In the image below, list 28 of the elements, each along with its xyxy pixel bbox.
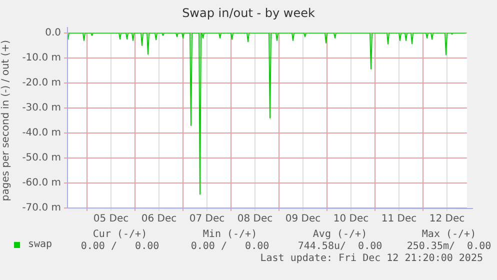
text: Min (-/+) bbox=[202, 229, 258, 240]
x-tick-label: 08 Dec bbox=[237, 214, 273, 225]
y-tick-label: -70.0 m bbox=[22, 202, 61, 214]
y-tick-label: -50.0 m bbox=[22, 152, 61, 164]
x-tick-label: 12 Dec bbox=[429, 214, 465, 225]
x-tick-label: 09 Dec bbox=[285, 214, 321, 225]
y-tick-label: 0.0 bbox=[45, 28, 61, 39]
text: Max (-/+) bbox=[422, 229, 476, 240]
text: 744.58u/ 0.00 bbox=[298, 241, 382, 252]
y-tick-label: -40.0 m bbox=[22, 128, 61, 139]
x-tick-label: 11 Dec bbox=[381, 214, 417, 225]
text: Cur (-/+) bbox=[92, 229, 148, 240]
x-tick-label: 05 Dec bbox=[93, 214, 129, 225]
y-tick-label: -10.0 m bbox=[22, 52, 61, 64]
text: 0.00 / 0.00 bbox=[80, 241, 160, 252]
x-tick-label: 10 Dec bbox=[333, 214, 369, 225]
x-tick-label: 06 Dec bbox=[141, 214, 177, 225]
x-tick-label: 07 Dec bbox=[189, 214, 225, 225]
y-tick-label: -20.0 m bbox=[22, 78, 61, 89]
y-axis-title: pages per second in (-) / out (+) bbox=[0, 40, 12, 202]
text: Avg (-/+) bbox=[312, 229, 368, 240]
text: 0.00 / 0.00 bbox=[190, 241, 270, 252]
y-tick-label: -30.0 m bbox=[22, 102, 61, 114]
legend-label: swap bbox=[28, 239, 52, 250]
y-tick-label: -60.0 m bbox=[22, 178, 61, 189]
text: 250.35m/ 0.00 bbox=[406, 241, 492, 252]
chart-title: Swap in/out - by week bbox=[181, 6, 316, 20]
text: Last update: Fri Dec 12 21:20:00 2025 bbox=[260, 253, 483, 264]
